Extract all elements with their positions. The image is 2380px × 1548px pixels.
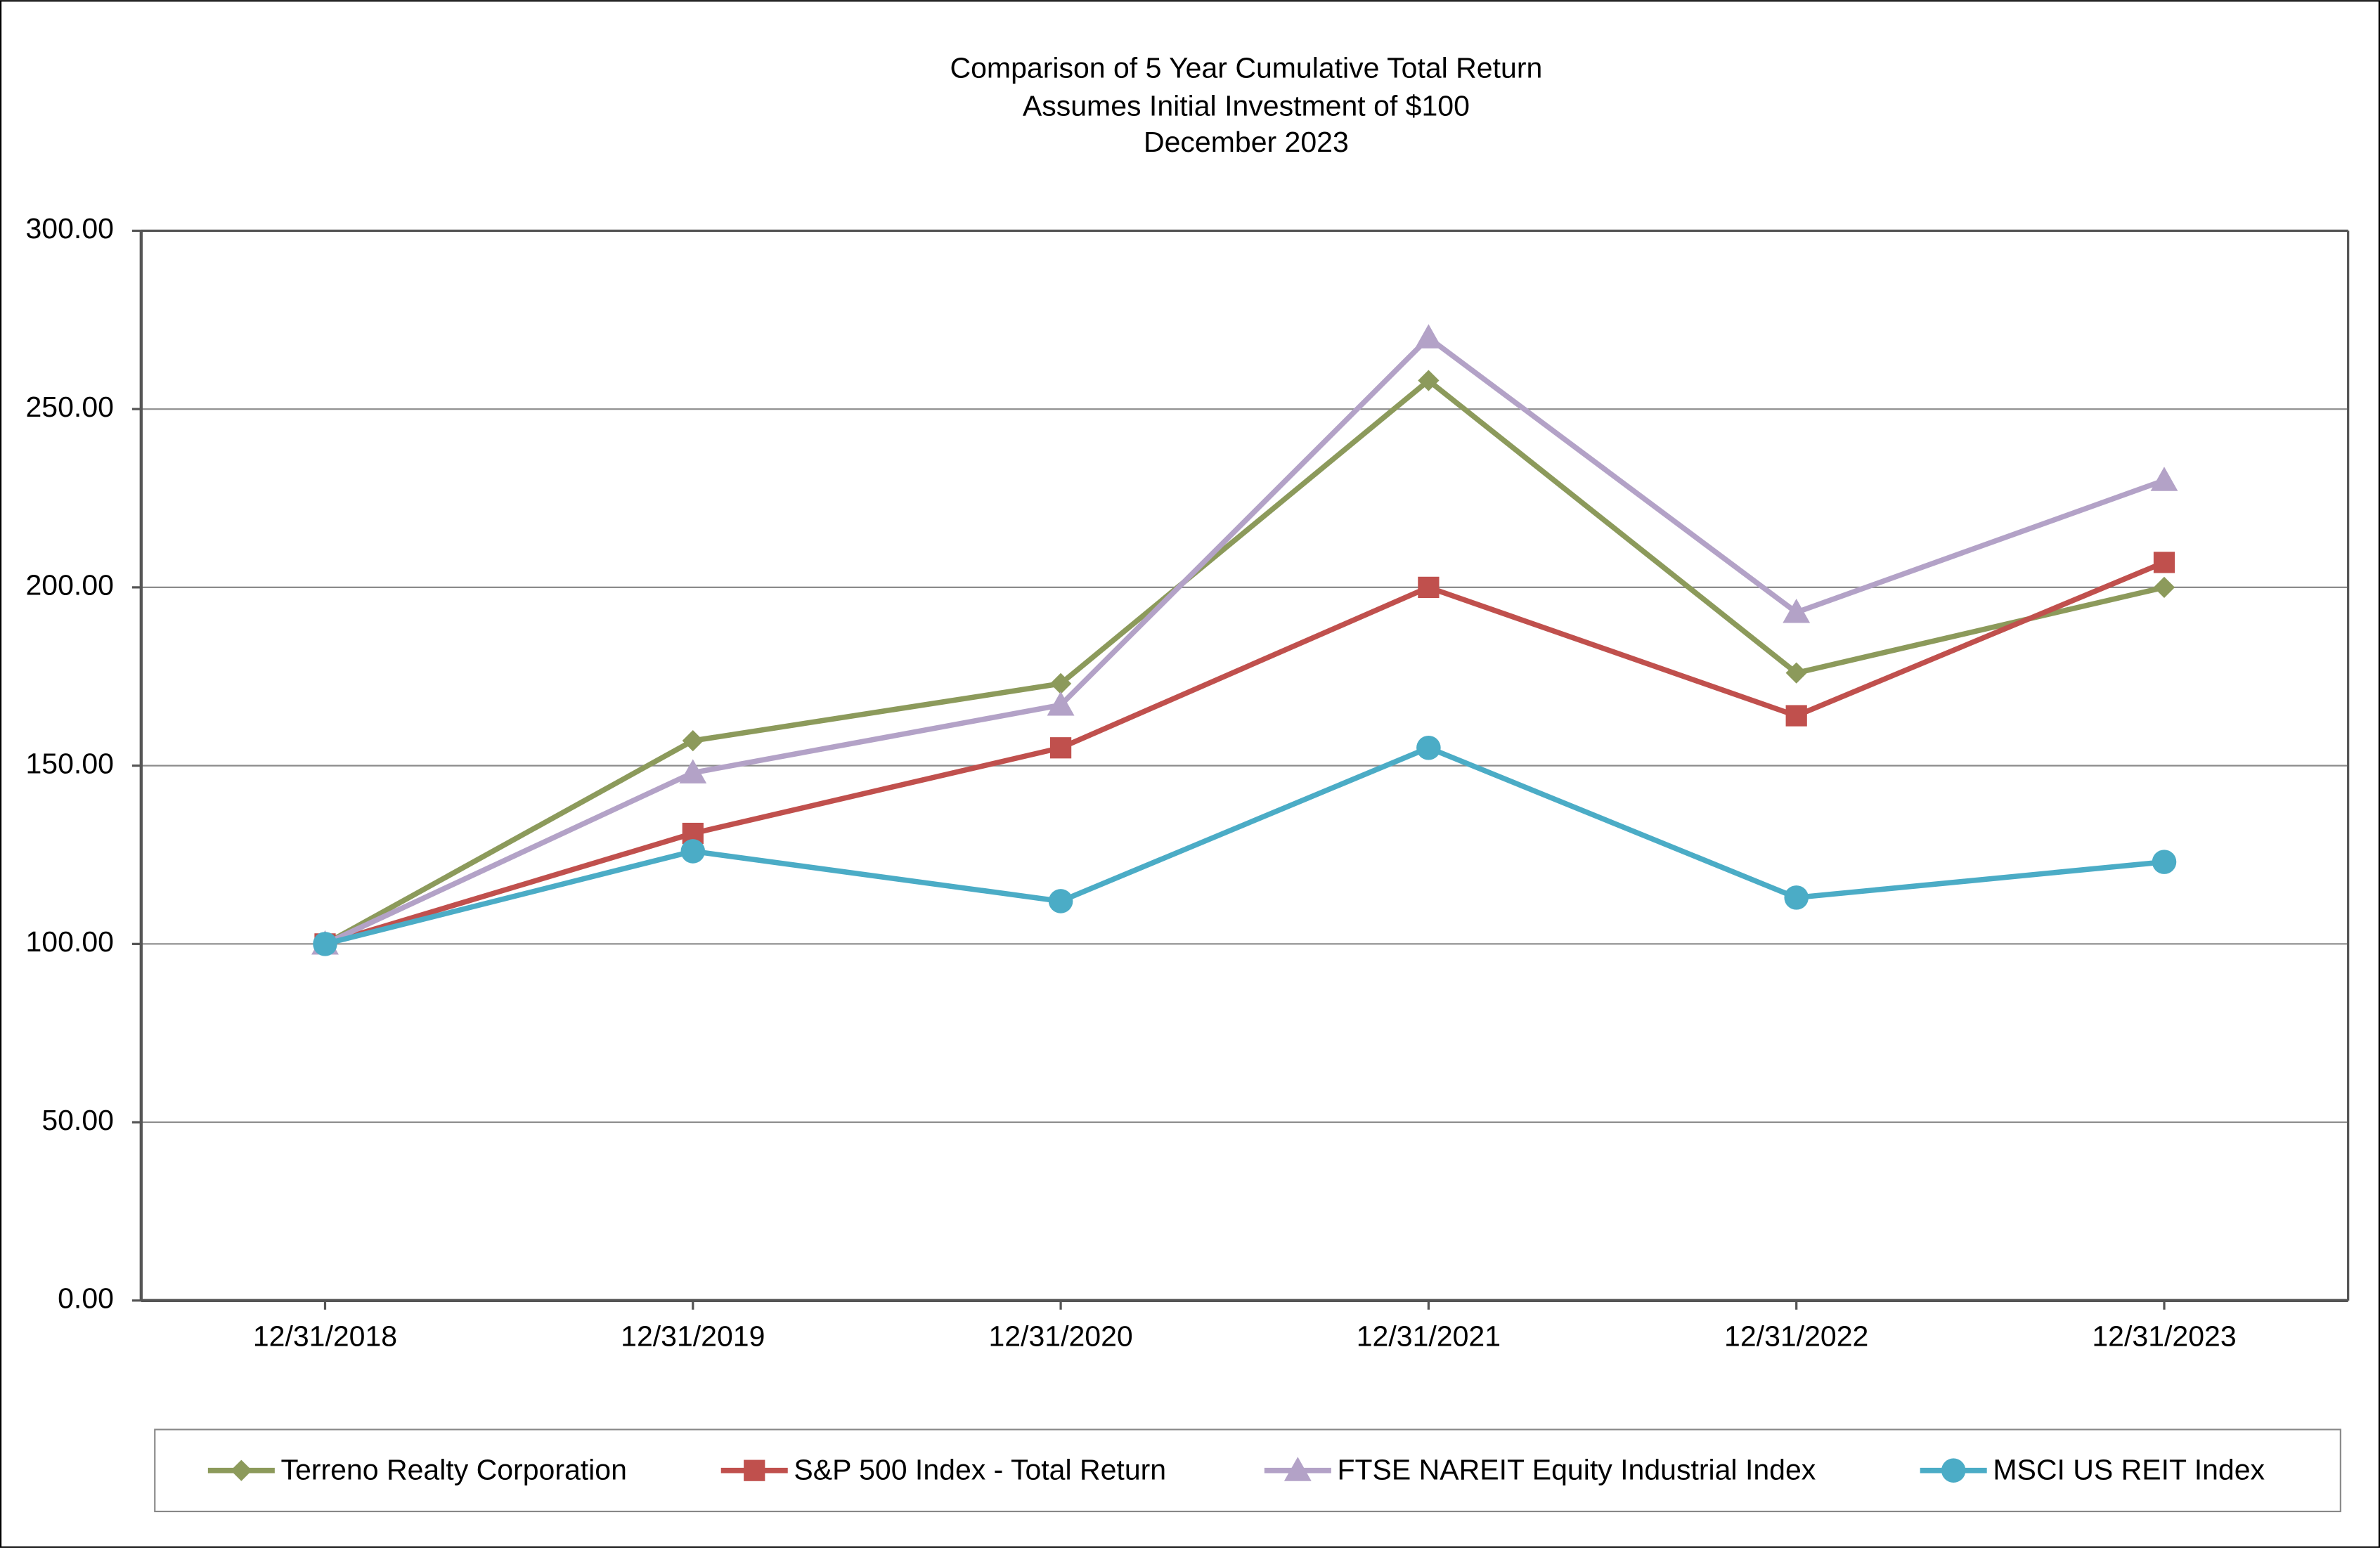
series-line	[324, 745, 2165, 947]
legend-marker	[1283, 1457, 1312, 1481]
y-tick-label: 0.00	[58, 1282, 114, 1315]
data-point	[1049, 737, 1072, 759]
y-tick-label: 250.00	[26, 391, 114, 423]
chart-subtitle: December 2023	[1144, 126, 1349, 158]
data-point	[1049, 672, 1072, 695]
data-point	[1784, 885, 1809, 910]
y-tick-label: 200.00	[26, 569, 114, 601]
x-tick-label: 12/31/2022	[1724, 1320, 1868, 1353]
y-tick-label: 50.00	[41, 1104, 114, 1136]
data-point	[313, 932, 337, 956]
data-point	[1783, 598, 1811, 623]
x-tick-label: 12/31/2018	[253, 1320, 397, 1353]
x-tick-label: 12/31/2019	[621, 1320, 765, 1353]
chart-title: Comparison of 5 Year Cumulative Total Re…	[950, 51, 1542, 84]
series-line	[323, 334, 2166, 947]
x-tick-label: 12/31/2020	[988, 1320, 1132, 1353]
legend-label: MSCI US REIT Index	[1993, 1454, 2265, 1486]
data-point	[1785, 662, 1807, 684]
data-point	[1048, 889, 1073, 913]
data-point	[1416, 735, 1441, 760]
data-point	[2152, 850, 2177, 874]
legend-marker	[231, 1459, 252, 1481]
chart-subtitle: Assumes Initial Investment of $100	[1023, 89, 1470, 122]
x-tick-label: 12/31/2023	[2092, 1320, 2236, 1353]
data-point	[679, 759, 707, 783]
data-point	[2150, 467, 2178, 491]
y-tick-label: 150.00	[26, 747, 114, 779]
data-point	[682, 729, 704, 752]
series-line	[324, 559, 2166, 947]
data-point	[1785, 705, 1807, 727]
legend-marker	[744, 1459, 765, 1481]
legend-label: S&P 500 Index - Total Return	[794, 1454, 1166, 1486]
series-line	[323, 377, 2165, 947]
legend-marker	[1941, 1458, 1966, 1483]
data-point	[2153, 552, 2175, 573]
legend-label: Terreno Realty Corporation	[280, 1454, 626, 1486]
x-tick-label: 12/31/2021	[1357, 1320, 1501, 1353]
data-point	[680, 839, 706, 864]
data-point	[2153, 576, 2175, 599]
data-point	[1418, 576, 1440, 599]
data-point	[1047, 691, 1075, 716]
y-tick-label: 300.00	[26, 212, 114, 245]
y-tick-label: 100.00	[26, 925, 114, 958]
data-point	[1414, 324, 1442, 349]
legend-label: FTSE NAREIT Equity Industrial Index	[1337, 1454, 1816, 1486]
